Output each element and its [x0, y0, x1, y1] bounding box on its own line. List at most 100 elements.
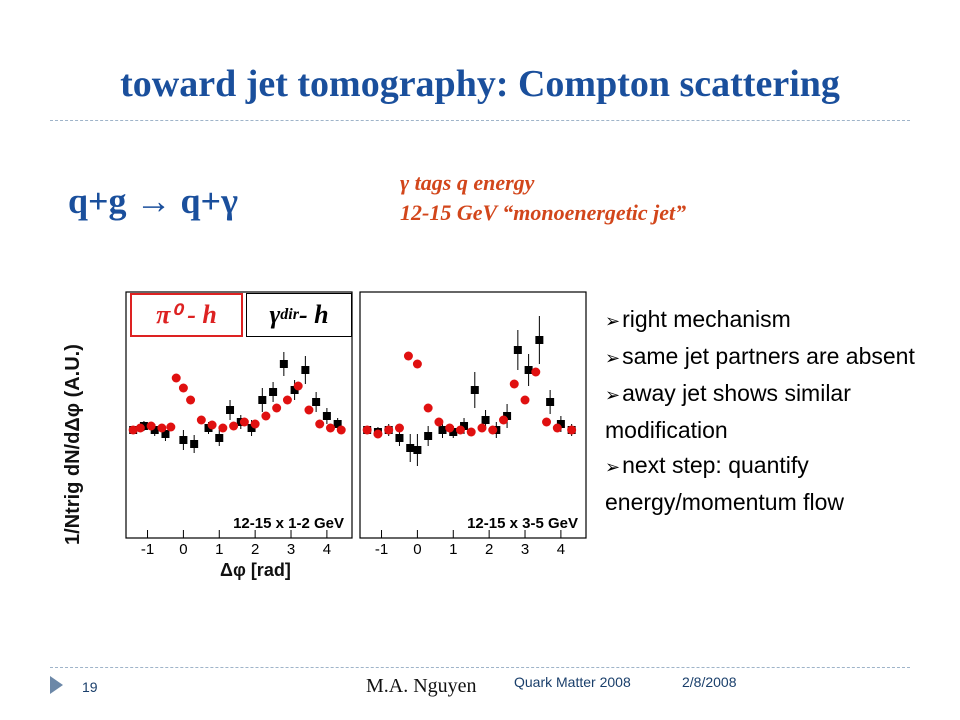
black-marker [503, 412, 512, 420]
red-marker [146, 421, 156, 431]
black-marker [150, 426, 159, 434]
black-marker [406, 444, 415, 452]
black-marker [301, 366, 310, 374]
date: 2/8/2008 [682, 674, 737, 690]
red-marker [157, 423, 167, 433]
red-marker [207, 420, 217, 430]
tick-label: 2 [251, 541, 259, 555]
red-marker [229, 421, 239, 431]
tick-label: 4 [323, 541, 331, 555]
black-marker [481, 416, 490, 424]
black-marker [413, 446, 422, 454]
author: M.A. Nguyen [366, 675, 477, 697]
tick-label: -1 [141, 541, 154, 555]
arrow-bullet-icon: ➢ [605, 385, 621, 405]
bullet-item: ➢next step: quantify energy/momentum flo… [605, 448, 955, 520]
red-marker [498, 415, 508, 425]
red-marker [250, 419, 260, 429]
black-marker [279, 360, 288, 368]
red-marker [455, 425, 465, 435]
red-marker [384, 425, 394, 435]
arrow-bullet-icon: ➢ [605, 348, 621, 368]
red-marker [135, 423, 145, 433]
red-marker [466, 427, 476, 437]
tag-line-2: 12-15 GeV “monoenergetic jet” [400, 200, 687, 225]
panel-frame [125, 291, 353, 539]
red-marker [325, 423, 335, 433]
red-marker [403, 351, 413, 361]
page-number: 19 [82, 679, 98, 695]
red-marker [239, 417, 249, 427]
arrow-bullet-icon: ➢ [605, 457, 621, 477]
red-marker [186, 395, 196, 405]
tag-line-1: γ tags q energy [400, 170, 535, 195]
gamma-dir-tail: - h [298, 300, 329, 329]
panel-label: 12-15 x 1-2 GeV [233, 515, 344, 532]
tick-label: 0 [413, 541, 421, 555]
x-axis-label: Δφ [rad] [220, 560, 291, 580]
bullet-text: away jet shows similar modification [605, 380, 851, 443]
black-marker [269, 388, 278, 396]
black-marker [470, 386, 479, 394]
black-marker [247, 424, 256, 432]
red-marker [261, 411, 271, 421]
black-marker [190, 440, 199, 448]
black-marker [438, 426, 447, 434]
dir-subscript: dir [280, 306, 299, 323]
black-marker [161, 430, 170, 438]
conference-name: Quark Matter 2008 [514, 674, 631, 690]
bullet-text: right mechanism [622, 306, 791, 332]
slide-title: toward jet tomography: Compton scatterin… [120, 63, 840, 105]
red-marker [373, 429, 383, 439]
bullet-item: ➢right mechanism [605, 302, 955, 339]
slide-marker-icon [50, 676, 63, 694]
bullet-item: ➢away jet shows similar modification [605, 376, 955, 448]
red-marker [445, 423, 455, 433]
black-marker [460, 422, 469, 430]
gamma-symbol: γ [269, 300, 281, 329]
black-marker [395, 434, 404, 442]
gamma-dir-h-label: γ dir - h [246, 293, 352, 337]
pi0-h-label: π⁰ - h [130, 293, 243, 337]
red-marker [477, 423, 487, 433]
red-marker [520, 395, 530, 405]
correlation-plot: -1 0 1 2 3 4 12-15 x 1-2 GeV -1 0 1 2 3 4 12-15 x 3-… [125, 291, 587, 555]
black-marker [449, 428, 458, 436]
black-marker [258, 396, 267, 404]
black-marker [290, 386, 299, 394]
red-marker [196, 415, 206, 425]
bullet-text: same jet partners are absent [622, 343, 915, 369]
tick-label: 2 [485, 541, 493, 555]
black-marker [322, 412, 331, 420]
red-marker [542, 417, 552, 427]
red-marker [178, 383, 188, 393]
black-marker [546, 398, 555, 406]
black-marker [535, 336, 544, 344]
pi0-h-text: π⁰ - h [156, 300, 217, 329]
black-marker [312, 398, 321, 406]
reaction-formula: q+g → q+γ [68, 181, 238, 221]
red-marker [282, 395, 292, 405]
arrow-bullet-icon: ➢ [605, 311, 621, 331]
red-marker [423, 403, 433, 413]
black-marker [204, 424, 213, 432]
panel-label: 12-15 x 3-5 GeV [467, 515, 578, 532]
tick-label: -1 [375, 541, 388, 555]
red-marker [509, 379, 519, 389]
red-marker [434, 417, 444, 427]
tick-label: 1 [215, 541, 223, 555]
red-marker [531, 367, 541, 377]
black-marker [333, 420, 342, 428]
red-marker [315, 419, 325, 429]
red-marker [488, 425, 498, 435]
red-marker [218, 423, 228, 433]
tick-label: 1 [449, 541, 457, 555]
black-marker [513, 346, 522, 354]
red-marker [166, 422, 176, 432]
red-marker [552, 423, 562, 433]
bullet-item: ➢same jet partners are absent [605, 339, 955, 376]
tick-label: 3 [287, 541, 295, 555]
red-marker [171, 373, 181, 383]
red-marker [336, 425, 346, 435]
red-marker [412, 359, 422, 369]
